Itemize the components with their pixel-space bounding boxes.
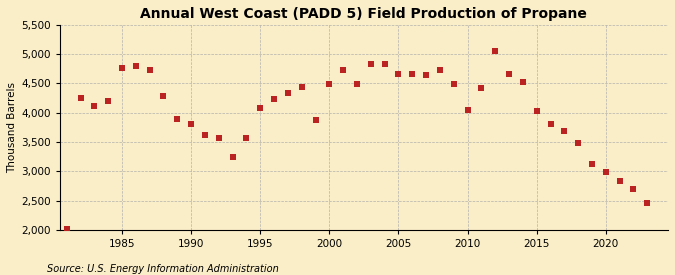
Point	[448, 82, 459, 86]
Point	[186, 122, 196, 126]
Title: Annual West Coast (PADD 5) Field Production of Propane: Annual West Coast (PADD 5) Field Product…	[140, 7, 587, 21]
Point	[518, 80, 529, 84]
Point	[587, 162, 597, 166]
Point	[324, 82, 335, 86]
Point	[338, 68, 348, 72]
Point	[601, 170, 612, 174]
Point	[227, 154, 238, 159]
Point	[241, 136, 252, 141]
Point	[103, 99, 113, 103]
Point	[200, 133, 211, 137]
Point	[476, 86, 487, 90]
Point	[628, 187, 639, 191]
Point	[213, 136, 224, 141]
Point	[407, 72, 418, 76]
Point	[158, 94, 169, 98]
Point	[296, 85, 307, 89]
Point	[490, 48, 501, 53]
Point	[89, 103, 100, 108]
Point	[61, 227, 72, 231]
Point	[531, 109, 542, 113]
Point	[352, 82, 362, 86]
Point	[130, 64, 141, 69]
Point	[573, 141, 584, 145]
Point	[379, 61, 390, 66]
Point	[504, 72, 514, 76]
Point	[462, 108, 473, 112]
Point	[172, 116, 183, 121]
Y-axis label: Thousand Barrels: Thousand Barrels	[7, 82, 17, 173]
Point	[435, 68, 446, 72]
Point	[393, 72, 404, 76]
Point	[269, 97, 279, 101]
Point	[421, 72, 431, 77]
Point	[559, 129, 570, 134]
Point	[255, 106, 266, 110]
Point	[282, 91, 293, 96]
Point	[365, 62, 376, 66]
Text: Source: U.S. Energy Information Administration: Source: U.S. Energy Information Administ…	[47, 264, 279, 274]
Point	[642, 201, 653, 205]
Point	[310, 118, 321, 122]
Point	[144, 68, 155, 72]
Point	[614, 178, 625, 183]
Point	[75, 96, 86, 100]
Point	[117, 65, 128, 70]
Point	[545, 122, 556, 126]
